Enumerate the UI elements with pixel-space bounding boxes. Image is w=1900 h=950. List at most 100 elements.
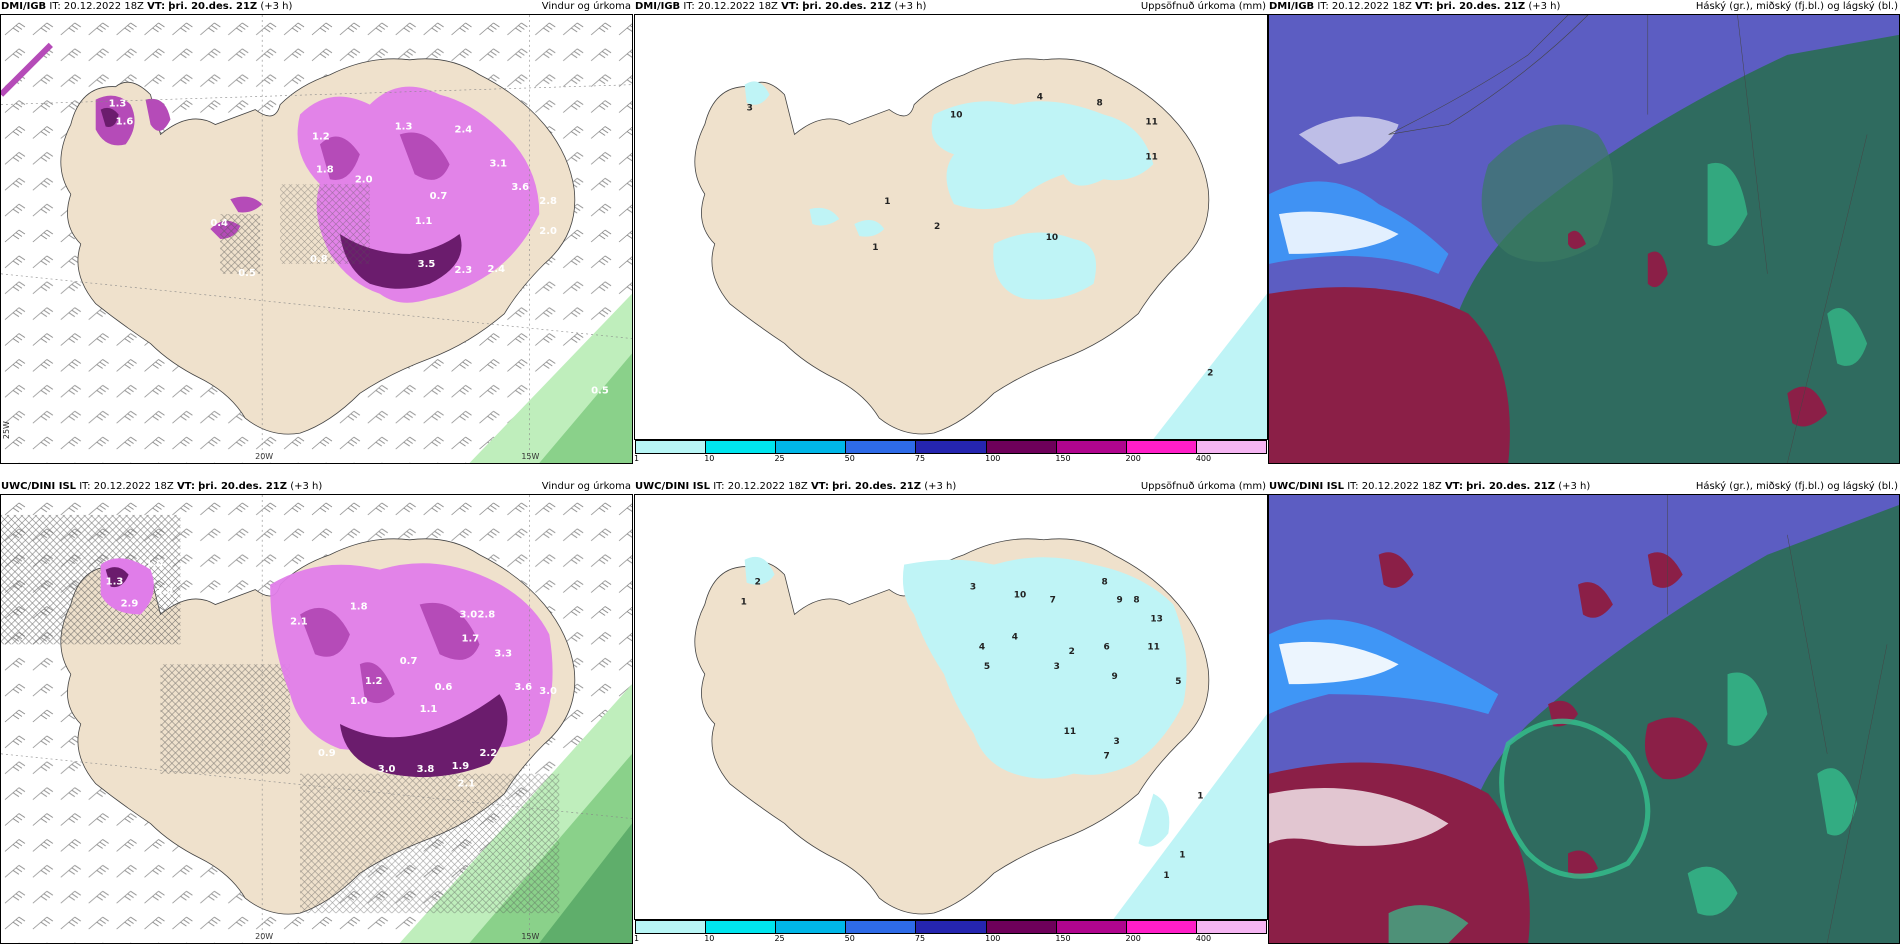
- map-value-label: 1.1: [420, 704, 438, 715]
- lead-time: (+3 h): [260, 1, 293, 12]
- map-value-label: 2.9: [121, 599, 139, 610]
- it-label: IT:: [1347, 481, 1359, 492]
- map-value-label: 3: [1054, 662, 1060, 672]
- panel-header: UWC/DINI ISL IT: 20.12.2022 18Z VT: þri.…: [1, 480, 631, 494]
- map-value-label: 3.5: [418, 259, 436, 270]
- map-value-label: 9: [1116, 595, 1122, 605]
- map-value-label: 1: [884, 197, 890, 207]
- colorbar-swatch: [1126, 921, 1197, 933]
- it-label: IT:: [49, 1, 61, 12]
- colorbar-tick: 25: [774, 934, 785, 943]
- colorbar-swatch: [916, 441, 987, 453]
- colorbar-tick: 150: [1055, 934, 1071, 943]
- model-source: DMI/IGB: [635, 1, 681, 12]
- map-value-label: 1.8: [350, 601, 368, 612]
- map-value-label: 2.0: [539, 226, 557, 237]
- vt-label: VT:: [1444, 481, 1463, 492]
- map-frame: [1268, 14, 1900, 464]
- colorbar-swatch: [846, 921, 917, 933]
- panel-title: Háský (gr.), miðský (fj.bl.) og lágský (…: [1695, 1, 1898, 12]
- map-value-label: 3.0: [539, 686, 557, 697]
- panel-dmi-clouds: DMI/IGB IT: 20.12.2022 18Z VT: þri. 20.d…: [1268, 0, 1900, 464]
- vt-label: VT:: [1415, 1, 1434, 12]
- map-value-label: 1: [1197, 792, 1203, 802]
- map-value-label: 3.0: [460, 609, 478, 620]
- colorbar-swatches: [635, 920, 1267, 934]
- map-value-label: 0.4: [210, 218, 228, 229]
- lead-time: (+3 h): [894, 1, 927, 12]
- map-value-label: 3: [747, 104, 753, 114]
- map-value-label: 0.8: [310, 254, 328, 265]
- init-time: 20.12.2022 18Z: [697, 1, 778, 12]
- it-label: IT:: [1317, 1, 1329, 12]
- map-value-label: 1.6: [116, 117, 134, 128]
- map-frame: 20W 15W 25W 1.3 1.2 0.4 1.8 2.0 1.3 2.4 3.1 3.6 2…: [0, 14, 633, 464]
- vt-label: VT:: [176, 481, 195, 492]
- colorbar-tick: 1: [634, 934, 640, 943]
- panel-header: DMI/IGB IT: 20.12.2022 18Z VT: þri. 20.d…: [1269, 0, 1898, 14]
- lon-20w-label: 20W: [255, 932, 273, 941]
- colorbar-swatch: [636, 921, 707, 933]
- colorbar-tick: 50: [844, 934, 855, 943]
- cloud-cover-map: [1269, 495, 1899, 943]
- map-value-label: 3.0: [378, 764, 396, 775]
- map-value-label: 3.1: [489, 158, 507, 169]
- map-value-label: 3.6: [511, 182, 529, 193]
- panel-header: DMI/IGB IT: 20.12.2022 18Z VT: þri. 20.d…: [635, 0, 1266, 14]
- map-value-label: 4: [979, 642, 985, 652]
- map-value-label: 0.6: [435, 682, 453, 693]
- map-value-label: 2: [755, 578, 761, 588]
- valid-time: þri. 20.des. 21Z: [802, 1, 892, 12]
- map-value-label: 2: [1069, 647, 1075, 657]
- map-value-label: 0.5: [238, 268, 256, 279]
- map-value-label: 1: [872, 243, 878, 253]
- map-value-label: 1.9: [452, 761, 470, 772]
- map-value-label: 4: [1012, 632, 1018, 642]
- map-value-label: 2.2: [479, 748, 497, 759]
- map-value-label: 3.6: [514, 682, 532, 693]
- map-value-label: 1.1: [415, 216, 433, 227]
- vt-label: VT:: [810, 481, 829, 492]
- init-time: 20.12.2022 18Z: [63, 1, 144, 12]
- colorbar-tick: 25: [774, 454, 785, 463]
- colorbar-swatch: [916, 921, 987, 933]
- map-value-label: 2.3: [455, 265, 473, 276]
- map-value-label: 1: [1163, 871, 1169, 881]
- valid-time: þri. 20.des. 21Z: [832, 481, 921, 492]
- model-source: DMI/IGB: [1, 1, 47, 12]
- map-frame: [1268, 494, 1900, 944]
- panel-title: Vindur og úrkoma: [541, 481, 631, 492]
- colorbar-tick: 400: [1195, 454, 1212, 463]
- lead-time: (+3 h): [924, 481, 957, 492]
- panel-title: Uppsöfnuð úrkoma (mm): [1140, 481, 1266, 492]
- map-value-label: 1.3: [109, 99, 127, 110]
- map-value-label: 1.2: [365, 676, 383, 687]
- it-label: IT:: [713, 481, 725, 492]
- map-value-label: 5: [984, 662, 990, 672]
- precip-value-labels: 1.01.33.82.92.11.83.0 2.81.73.33.6 3.00.70…: [106, 559, 557, 790]
- panel-title: Uppsöfnuð úrkoma (mm): [1140, 1, 1266, 12]
- valid-time: þri. 20.des. 21Z: [1436, 1, 1526, 12]
- map-value-label: 11: [1064, 727, 1076, 737]
- colorbar-tick: 1: [634, 454, 640, 463]
- map-value-label: 1.7: [462, 633, 480, 644]
- panel-title: Vindur og úrkoma: [541, 1, 631, 12]
- map-value-label: 1: [1179, 850, 1185, 860]
- panel-header: UWC/DINI ISL IT: 20.12.2022 18Z VT: þri.…: [1269, 480, 1898, 494]
- cloud-cover-map: [1269, 15, 1899, 463]
- map-value-label: 4: [1037, 93, 1043, 103]
- colorbar-tick: 200: [1125, 454, 1141, 463]
- colorbar-swatch: [706, 921, 777, 933]
- map-value-label: 10: [1046, 233, 1058, 243]
- map-value-label: 11: [1145, 152, 1157, 162]
- init-time: 20.12.2022 18Z: [93, 481, 174, 492]
- map-value-label: 2.1: [290, 616, 308, 627]
- map-frame: 4 8 10 11 11 1 2 10 3 1 2: [634, 14, 1268, 440]
- colorbar-tick: 75: [914, 454, 926, 463]
- model-source: UWC/DINI ISL: [1269, 481, 1345, 492]
- colorbar-tick: 200: [1125, 934, 1141, 943]
- valid-time: þri. 20.des. 21Z: [168, 1, 258, 12]
